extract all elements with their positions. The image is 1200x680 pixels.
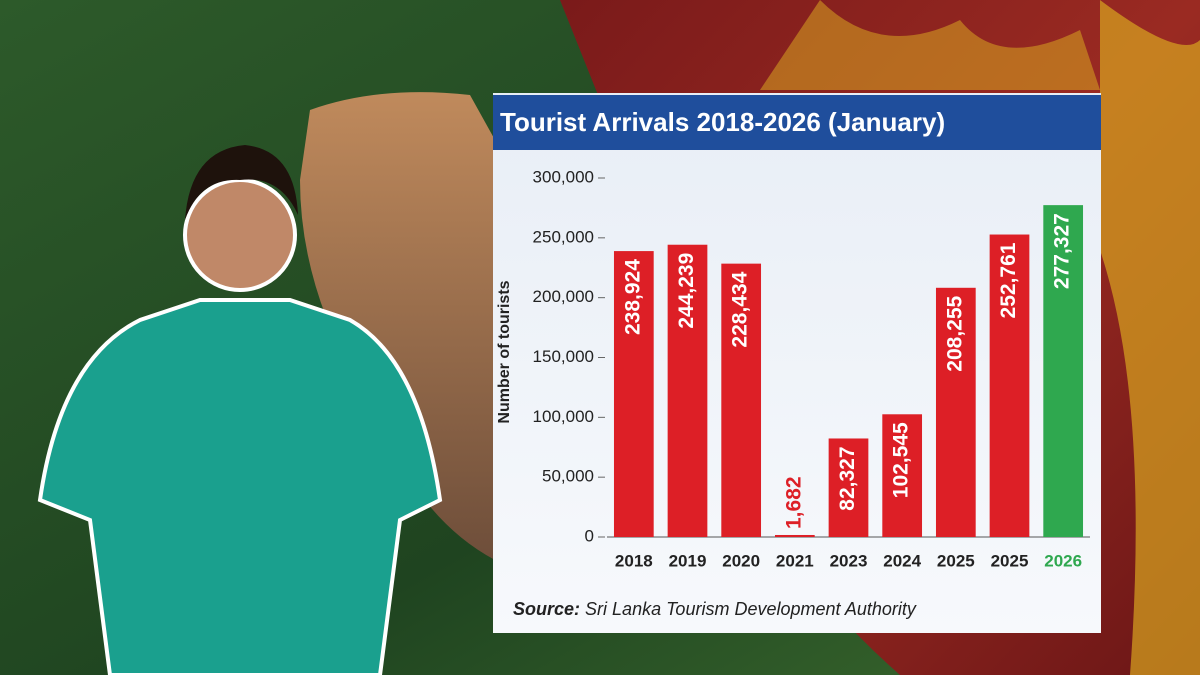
y-tick-label: 250,000: [533, 227, 594, 246]
x-tick-label: 2018: [615, 551, 653, 570]
value-label: 277,327: [1051, 213, 1074, 289]
source: Source: Sri Lanka Tourism Development Au…: [513, 599, 917, 619]
title-bar: [493, 95, 1101, 150]
y-tick-label: 200,000: [533, 287, 594, 306]
y-tick-label: 0: [585, 526, 594, 545]
value-label: 252,761: [997, 242, 1020, 318]
value-label: 102,545: [890, 422, 913, 498]
bar: [667, 244, 708, 537]
x-tick-label: 2021: [776, 551, 814, 570]
value-label: 82,327: [836, 446, 859, 510]
y-tick-label: 300,000: [533, 167, 594, 186]
rock: [300, 92, 495, 560]
value-label: 238,924: [621, 259, 644, 335]
bar: [882, 414, 923, 537]
x-tick-label: 2026: [1044, 551, 1082, 570]
x-tick-label: 2020: [722, 551, 760, 570]
flag-border: [1100, 0, 1200, 675]
bar: [721, 263, 762, 537]
chart-title: Tourist Arrivals 2018-2026 (January): [500, 107, 945, 137]
x-tick-label: 2024: [883, 551, 921, 570]
flag-ornament: [760, 0, 1100, 90]
value-label: 228,434: [729, 271, 752, 347]
bar: [935, 287, 976, 537]
bar: [1043, 205, 1084, 537]
x-tick-label: 2023: [830, 551, 868, 570]
source-text: Sri Lanka Tourism Development Authority: [585, 599, 917, 619]
person-hair: [185, 145, 298, 220]
value-label: 1,682: [782, 476, 805, 529]
x-tick-label: 2025: [991, 551, 1029, 570]
person-body: [37, 298, 443, 677]
bar: [774, 534, 815, 537]
x-tick-label: 2025: [937, 551, 975, 570]
bar: [989, 234, 1030, 537]
y-tick-label: 150,000: [533, 347, 594, 366]
y-axis-title: Number of tourists: [496, 280, 513, 423]
bar: [828, 438, 869, 537]
x-tick-label: 2019: [669, 551, 707, 570]
y-tick-label: 50,000: [542, 467, 594, 486]
person-head: [183, 178, 297, 292]
value-label: 244,239: [675, 253, 698, 329]
source-label: Source:: [513, 599, 580, 619]
value-label: 208,255: [943, 295, 966, 371]
bar: [613, 251, 654, 537]
y-tick-label: 100,000: [533, 407, 594, 426]
